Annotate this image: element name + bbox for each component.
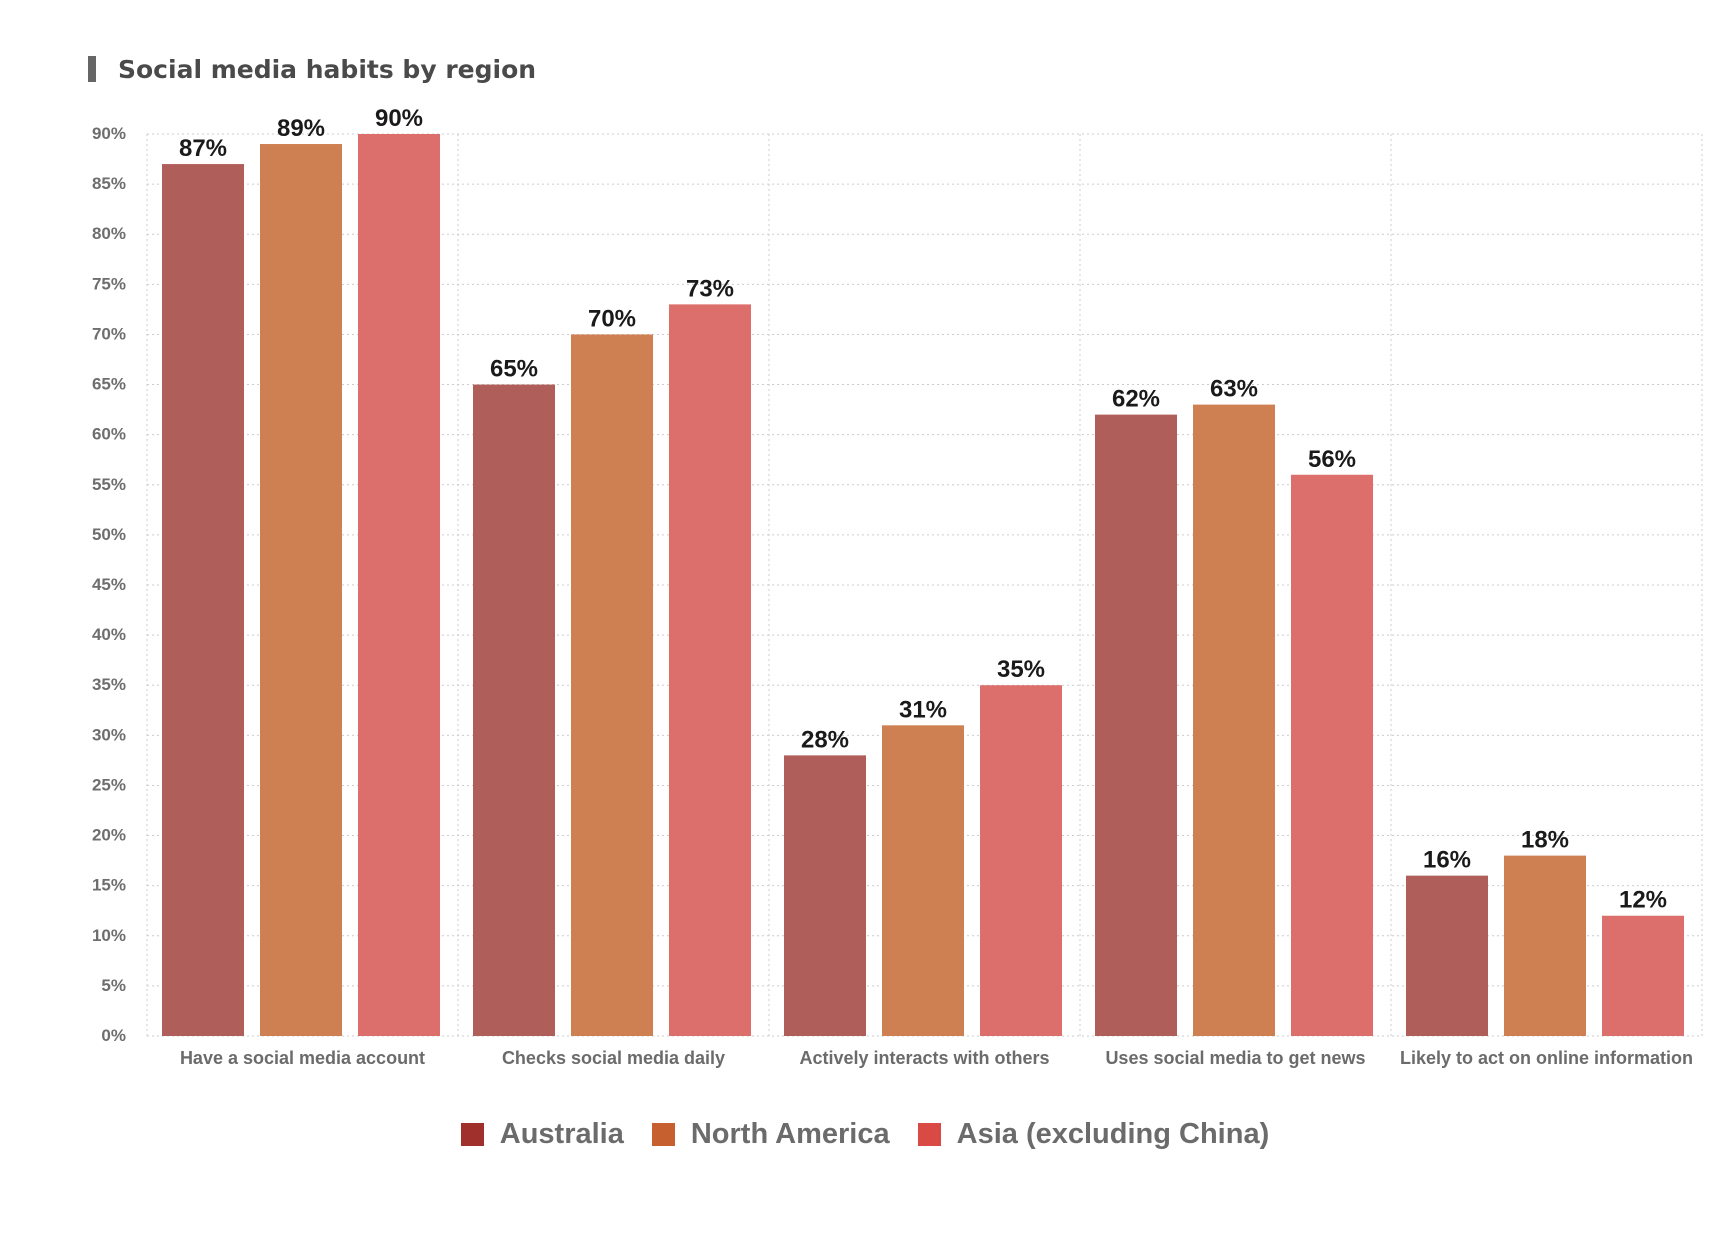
legend-item: Asia (excluding China) bbox=[917, 1118, 1270, 1151]
data-label: 12% bbox=[1619, 887, 1667, 914]
chart-title-block: Social media habits by region bbox=[88, 54, 536, 84]
y-tick-label: 65% bbox=[92, 375, 126, 394]
bar bbox=[784, 755, 866, 1036]
y-tick-label: 30% bbox=[92, 725, 126, 744]
x-tick-label: Likely to act on online information bbox=[1400, 1048, 1693, 1068]
y-tick-label: 50% bbox=[92, 525, 126, 544]
y-tick-label: 70% bbox=[92, 324, 126, 343]
y-tick-label: 10% bbox=[92, 926, 126, 945]
bar bbox=[980, 685, 1062, 1036]
bar bbox=[1291, 474, 1373, 1036]
legend: Australia North America Asia (excluding Ch… bbox=[0, 1118, 1730, 1151]
bar bbox=[358, 134, 440, 1036]
y-tick-label: 55% bbox=[92, 475, 126, 494]
x-axis-labels: Have a social media account Checks social… bbox=[180, 1048, 1693, 1068]
bar bbox=[1095, 414, 1177, 1037]
y-tick-label: 20% bbox=[92, 826, 126, 845]
legend-item: North America bbox=[651, 1118, 890, 1151]
data-label: 65% bbox=[490, 356, 538, 383]
data-label: 87% bbox=[179, 135, 227, 162]
data-label: 63% bbox=[1210, 376, 1258, 403]
bar bbox=[473, 384, 555, 1036]
data-label: 28% bbox=[801, 726, 849, 753]
bars bbox=[162, 134, 1684, 1037]
x-tick-label: Checks social media daily bbox=[502, 1048, 725, 1068]
bar bbox=[162, 164, 244, 1037]
y-tick-label: 45% bbox=[92, 575, 126, 594]
x-tick-label: Actively interacts with others bbox=[799, 1048, 1049, 1068]
data-label: 56% bbox=[1308, 446, 1356, 473]
y-tick-label: 90% bbox=[92, 124, 126, 143]
data-labels: 87% 89% 90% 65% 70% 73% 28% 31% 35% 62% 63% 56% 16% 1… bbox=[179, 105, 1667, 914]
data-label: 70% bbox=[588, 305, 636, 332]
legend-label: North America bbox=[690, 1118, 890, 1150]
bar bbox=[1504, 855, 1586, 1036]
legend-item: Australia bbox=[460, 1118, 624, 1151]
data-label: 31% bbox=[899, 696, 947, 723]
y-tick-label: 60% bbox=[92, 425, 126, 444]
y-tick-label: 35% bbox=[92, 675, 126, 694]
legend-label: Asia (excluding China) bbox=[956, 1118, 1270, 1150]
data-label: 89% bbox=[277, 115, 325, 142]
x-tick-label: Have a social media account bbox=[180, 1048, 425, 1068]
bar bbox=[1406, 875, 1488, 1036]
chart-title: Social media habits by region bbox=[118, 54, 537, 84]
bar bbox=[1602, 915, 1684, 1036]
y-tick-label: 25% bbox=[92, 775, 126, 794]
legend-label: Australia bbox=[499, 1118, 624, 1150]
bar bbox=[882, 725, 964, 1036]
data-label: 73% bbox=[686, 275, 734, 302]
y-tick-label: 80% bbox=[92, 224, 126, 243]
y-tick-label: 40% bbox=[92, 625, 126, 644]
data-label: 35% bbox=[997, 656, 1045, 683]
y-axis-ticks: 0% 5% 10% 15% 20% 25% 30% 35% 40% 45% 50% 55% 60% 65%… bbox=[92, 124, 126, 1045]
legend-swatch bbox=[460, 1123, 484, 1146]
data-label: 90% bbox=[375, 105, 423, 132]
data-label: 62% bbox=[1112, 386, 1160, 413]
legend-swatch bbox=[917, 1123, 941, 1146]
legend-swatch bbox=[651, 1123, 675, 1146]
data-label: 16% bbox=[1423, 847, 1471, 874]
bar bbox=[260, 144, 342, 1036]
y-tick-label: 85% bbox=[92, 174, 126, 193]
x-tick-label: Uses social media to get news bbox=[1105, 1048, 1365, 1068]
title-marker bbox=[88, 56, 96, 82]
bar bbox=[571, 334, 653, 1036]
y-tick-label: 0% bbox=[101, 1026, 126, 1045]
bar bbox=[669, 304, 751, 1036]
data-label: 18% bbox=[1521, 827, 1569, 854]
bar bbox=[1193, 404, 1275, 1037]
y-tick-label: 15% bbox=[92, 876, 126, 895]
y-tick-label: 75% bbox=[92, 274, 126, 293]
y-tick-label: 5% bbox=[101, 976, 126, 995]
